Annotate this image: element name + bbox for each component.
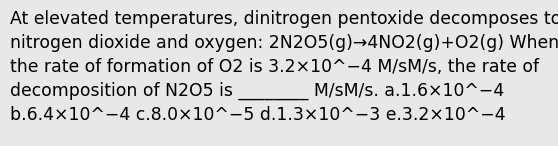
Text: b.6.4×10^−4 c.8.0×10^−5 d.1.3×10^−3 e.3.2×10^−4: b.6.4×10^−4 c.8.0×10^−5 d.1.3×10^−3 e.3.… xyxy=(10,106,506,124)
Text: At elevated temperatures, dinitrogen pentoxide decomposes to: At elevated temperatures, dinitrogen pen… xyxy=(10,10,558,28)
Text: decomposition of N2O5 is ________ M/sM/s. a.1.6×10^−4: decomposition of N2O5 is ________ M/sM/s… xyxy=(10,82,504,100)
Text: the rate of formation of O2 is 3.2×10^−4 M/sM/s, the rate of: the rate of formation of O2 is 3.2×10^−4… xyxy=(10,58,539,76)
Text: nitrogen dioxide and oxygen: 2N2O5(g)→4NO2(g)+O2(g) When: nitrogen dioxide and oxygen: 2N2O5(g)→4N… xyxy=(10,34,558,52)
